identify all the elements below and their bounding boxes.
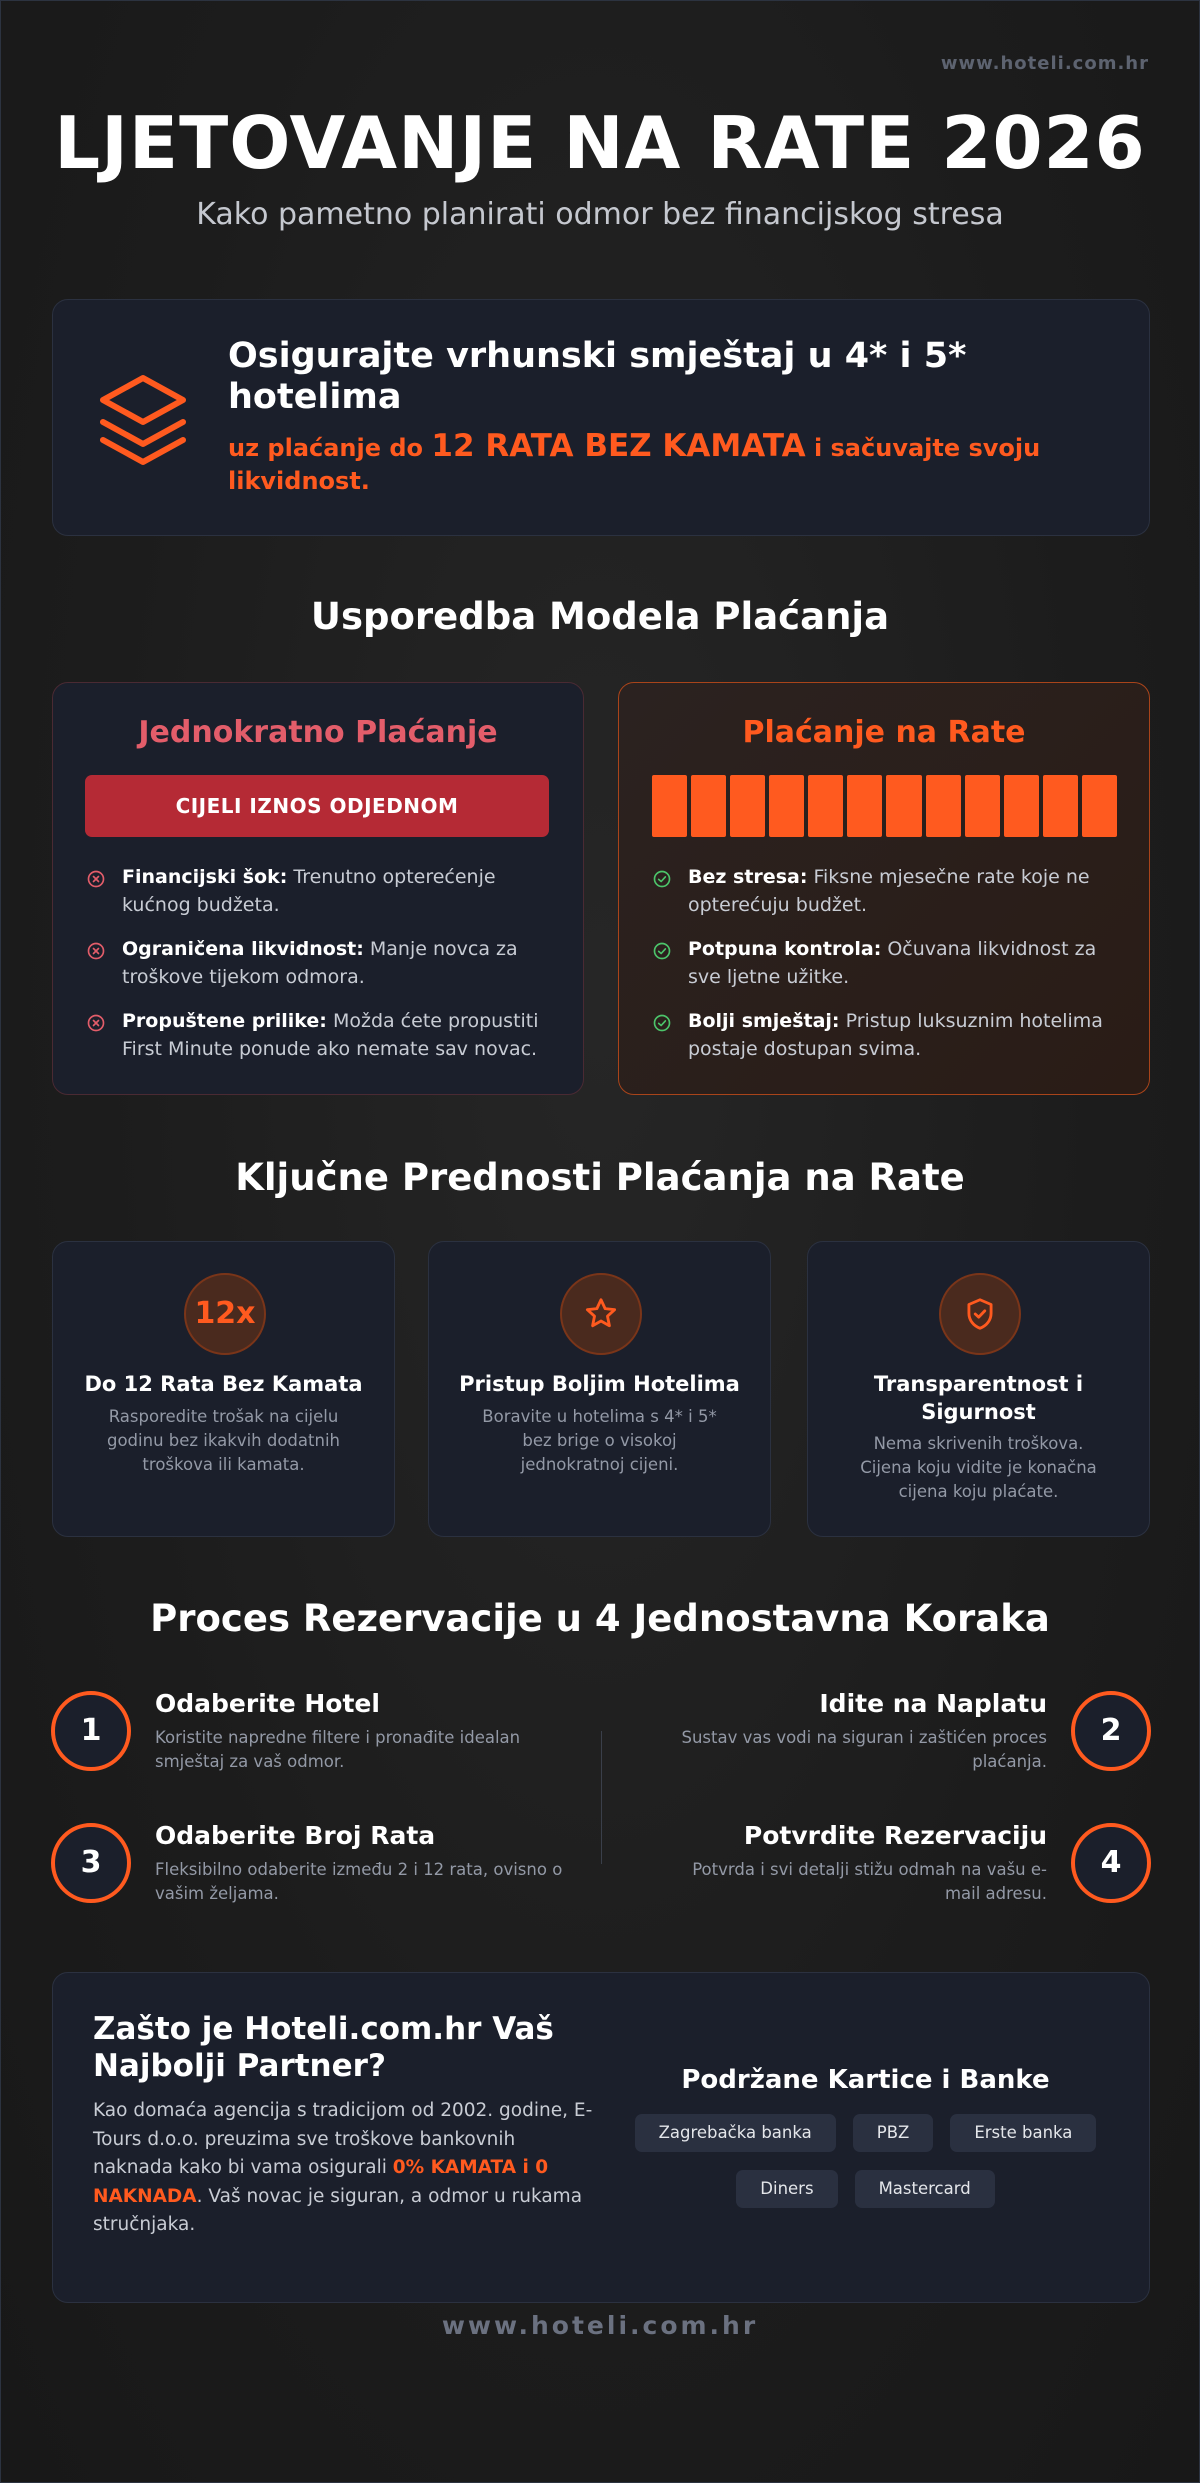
list-item: Bolji smještaj: Pristup luksuznim hoteli… (653, 1007, 1108, 1063)
block (1081, 775, 1117, 837)
bank-list: Zagrebačka banka PBZ Erste banka Diners Mast… (633, 2114, 1098, 2208)
partner-text-before: Kao domaća agencija s tradicijom od 2002… (93, 2100, 593, 2178)
block (847, 775, 883, 837)
benefit-card: 12x Do 12 Rata Bez Kamata Rasporedite troš… (52, 1241, 395, 1537)
step-title: Odaberite Broj Rata (155, 1821, 436, 1850)
benefit-text: Boravite u hotelima s 4* i 5* bez brige … (482, 1407, 717, 1474)
footer-url[interactable]: www.hoteli.com.hr (441, 2311, 759, 2340)
icon (87, 1014, 105, 1032)
hero-text-after: i sačuvajte svoju likvidnost. (228, 434, 1041, 495)
section-title: Usporedba Modela Plaćanja (310, 595, 890, 638)
icon (87, 870, 105, 888)
item-text: Možda ćete propustiti First Minute ponud… (122, 1010, 539, 1060)
bank-chip: Diners (736, 2170, 838, 2208)
card-title: Jednokratno Plaćanje (138, 715, 498, 750)
item-text: Manje novca za troškove tijekom odmora. (122, 938, 518, 988)
block (1003, 775, 1039, 837)
hero-highlight: 12 RATA BEZ KAMATA (431, 428, 806, 464)
partner-title: Zašto je Hoteli.com.hr Vaš Najbolji Part… (93, 2011, 554, 2084)
list-item: Ograničena likvidnost: Manje novca za tr… (87, 935, 542, 991)
item-text: Fiksne mjesečne rate koje ne opterećuju … (688, 866, 1090, 916)
icon (653, 870, 671, 888)
divider (601, 1731, 602, 1864)
item-label: Bolji smještaj: (688, 1010, 840, 1032)
step-text: Potvrda i svi detalji stižu odmah na vaš… (692, 1860, 1047, 1903)
partner-highlight: 0% KAMATA i 0 NAKNADA (93, 2157, 549, 2207)
item-label: Bez stresa: (688, 866, 808, 888)
installment-blocks (652, 775, 1117, 837)
block (1042, 775, 1078, 837)
icon (87, 942, 105, 960)
hero-title: Osigurajte vrhunski smještaj u 4* i 5* h… (228, 336, 967, 417)
step-number: 2 (1071, 1691, 1151, 1771)
block (808, 775, 844, 837)
list-item: Potpuna kontrola: Očuvana likvidnost za … (653, 935, 1108, 991)
hero-text: uz plaćanje do 12 RATA BEZ KAMATA i saču… (228, 430, 1058, 498)
benefit-text: Nema skrivenih troškova. Cijena koju vid… (860, 1434, 1097, 1501)
item-text: Očuvana likvidnost za sve ljetne užitke. (688, 938, 1097, 988)
benefit-card: Pristup Boljim Hotelima Boravite u hoteli… (428, 1241, 771, 1537)
hero-text-before: uz plaćanje do (228, 434, 424, 462)
hero-card: Osigurajte vrhunski smještaj u 4* i 5* h… (52, 299, 1150, 536)
benefit-title: Do 12 Rata Bez Kamata (84, 1372, 363, 1396)
item-label: Propuštene prilike: (122, 1010, 327, 1032)
item-text: Pristup luksuznim hotelima postaje dostu… (688, 1010, 1103, 1060)
full-amount-bar: CIJELI IZNOS ODJEDNOM (85, 775, 549, 837)
icon (653, 1014, 671, 1032)
item-label: Ograničena likvidnost: (122, 938, 364, 960)
benefit-card: Transparentnost i Sigurnost Nema skriveni… (807, 1241, 1150, 1537)
bank-chip: Zagrebačka banka (634, 2114, 836, 2152)
benefit-title: Transparentnost i Sigurnost (873, 1372, 1084, 1424)
benefit-icon (939, 1273, 1021, 1355)
layers-icon (100, 375, 186, 465)
block (652, 775, 688, 837)
icon (585, 1298, 617, 1328)
partner-text-after: . Vaš novac je siguran, a odmor u rukama… (93, 2185, 583, 2236)
icon (967, 1298, 993, 1330)
step-number: 1 (51, 1691, 131, 1771)
step-title: Potvrdite Rezervaciju (743, 1821, 1047, 1850)
item-text: Trenutno opterećenje kućnog budžeta. (122, 866, 496, 916)
benefit-icon (560, 1273, 642, 1355)
step-title: Idite na Naplatu (819, 1689, 1047, 1718)
bank-chip: Erste banka (950, 2114, 1097, 2152)
item-label: Financijski šok: (122, 866, 288, 888)
block (964, 775, 1000, 837)
step-text: Sustav vas vodi na siguran i zaštićen pr… (681, 1728, 1047, 1771)
icon (653, 942, 671, 960)
step-text: Fleksibilno odaberite između 2 i 12 rata… (155, 1860, 563, 1903)
item-label: Potpuna kontrola: (688, 938, 882, 960)
benefit-icon: 12x (184, 1273, 266, 1355)
step-number: 3 (51, 1823, 131, 1903)
block (925, 775, 961, 837)
bank-chip: Mastercard (854, 2170, 995, 2208)
block (769, 775, 805, 837)
card-title: Plaćanje na Rate (742, 715, 1026, 750)
block (691, 775, 727, 837)
cards-title: Podržane Kartice i Banke (681, 2065, 1050, 2095)
header-url[interactable]: www.hoteli.com.hr (940, 53, 1149, 74)
list-item: Financijski šok: Trenutno opterećenje ku… (87, 863, 542, 919)
block (886, 775, 922, 837)
section-title: Proces Rezervacije u 4 Jednostavna Korak… (150, 1597, 1050, 1640)
partner-text: Kao domaća agencija s tradicijom od 2002… (93, 2097, 598, 2240)
installments-card: Plaćanje na Rate Bez stresa: Fiksne mjes… (618, 682, 1150, 1095)
step-text: Koristite napredne filtere i pronađite i… (155, 1728, 521, 1771)
subtitle: Kako pametno planirati odmor bez financi… (196, 197, 1004, 232)
partner-card: Zašto je Hoteli.com.hr Vaš Najbolji Part… (52, 1972, 1150, 2303)
main-title: LJETOVANJE NA RATE 2026 (54, 101, 1146, 185)
benefit-text: Rasporedite trošak na cijelu godinu bez … (106, 1407, 340, 1474)
one-time-card: Jednokratno Plaćanje CIJELI IZNOS ODJEDN… (52, 682, 584, 1095)
step-number: 4 (1071, 1823, 1151, 1903)
section-title: Ključne Prednosti Plaćanja na Rate (235, 1156, 965, 1199)
step-title: Odaberite Hotel (155, 1689, 380, 1718)
list-item: Propuštene prilike: Možda ćete propustit… (87, 1007, 542, 1063)
block (730, 775, 766, 837)
list-item: Bez stresa: Fiksne mjesečne rate koje ne… (653, 863, 1108, 919)
benefit-title: Pristup Boljim Hotelima (459, 1372, 740, 1396)
bank-chip: PBZ (852, 2114, 934, 2152)
